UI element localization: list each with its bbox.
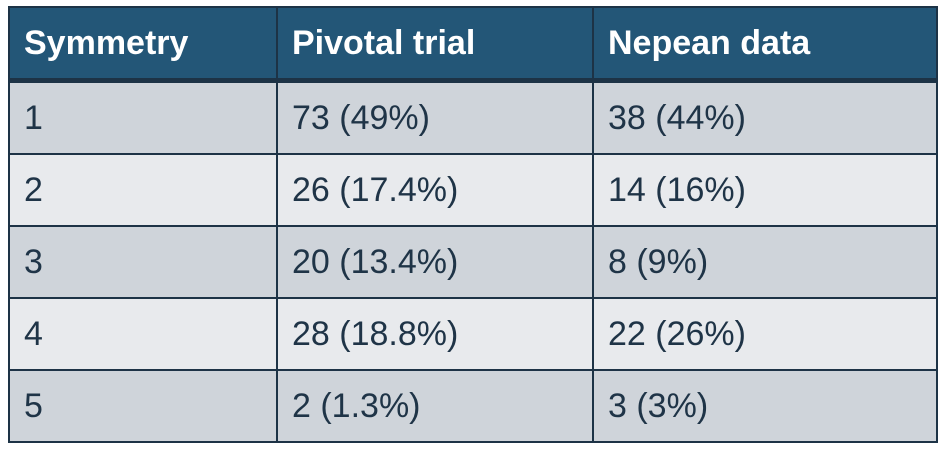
cell-pivotal-trial: 2 (1.3%): [276, 369, 594, 443]
table-row: 3 20 (13.4%) 8 (9%): [8, 225, 938, 299]
cell-symmetry: 3: [8, 225, 278, 299]
cell-pivotal-trial: 28 (18.8%): [276, 297, 594, 371]
table-row: 1 73 (49%) 38 (44%): [8, 79, 938, 155]
cell-nepean-data: 8 (9%): [592, 225, 938, 299]
cell-symmetry: 2: [8, 153, 278, 227]
header-nepean-data: Nepean data: [592, 6, 938, 83]
table-container: Symmetry Pivotal trial Nepean data 1 73 …: [8, 6, 938, 448]
cell-pivotal-trial: 20 (13.4%): [276, 225, 594, 299]
header-pivotal-trial: Pivotal trial: [276, 6, 594, 83]
cell-symmetry: 1: [8, 79, 278, 155]
cell-nepean-data: 14 (16%): [592, 153, 938, 227]
cell-nepean-data: 38 (44%): [592, 79, 938, 155]
table-body: 1 73 (49%) 38 (44%) 2 26 (17.4%) 14 (16%…: [8, 79, 938, 443]
table-row: 2 26 (17.4%) 14 (16%): [8, 153, 938, 227]
cell-pivotal-trial: 73 (49%): [276, 79, 594, 155]
table-row: 4 28 (18.8%) 22 (26%): [8, 297, 938, 371]
table-header: Symmetry Pivotal trial Nepean data: [8, 6, 938, 83]
cell-pivotal-trial: 26 (17.4%): [276, 153, 594, 227]
table-row: 5 2 (1.3%) 3 (3%): [8, 369, 938, 443]
cell-symmetry: 5: [8, 369, 278, 443]
symmetry-table: Symmetry Pivotal trial Nepean data 1 73 …: [8, 6, 938, 443]
cell-nepean-data: 3 (3%): [592, 369, 938, 443]
cell-symmetry: 4: [8, 297, 278, 371]
header-row: Symmetry Pivotal trial Nepean data: [8, 6, 938, 83]
header-symmetry: Symmetry: [8, 6, 278, 83]
cell-nepean-data: 22 (26%): [592, 297, 938, 371]
